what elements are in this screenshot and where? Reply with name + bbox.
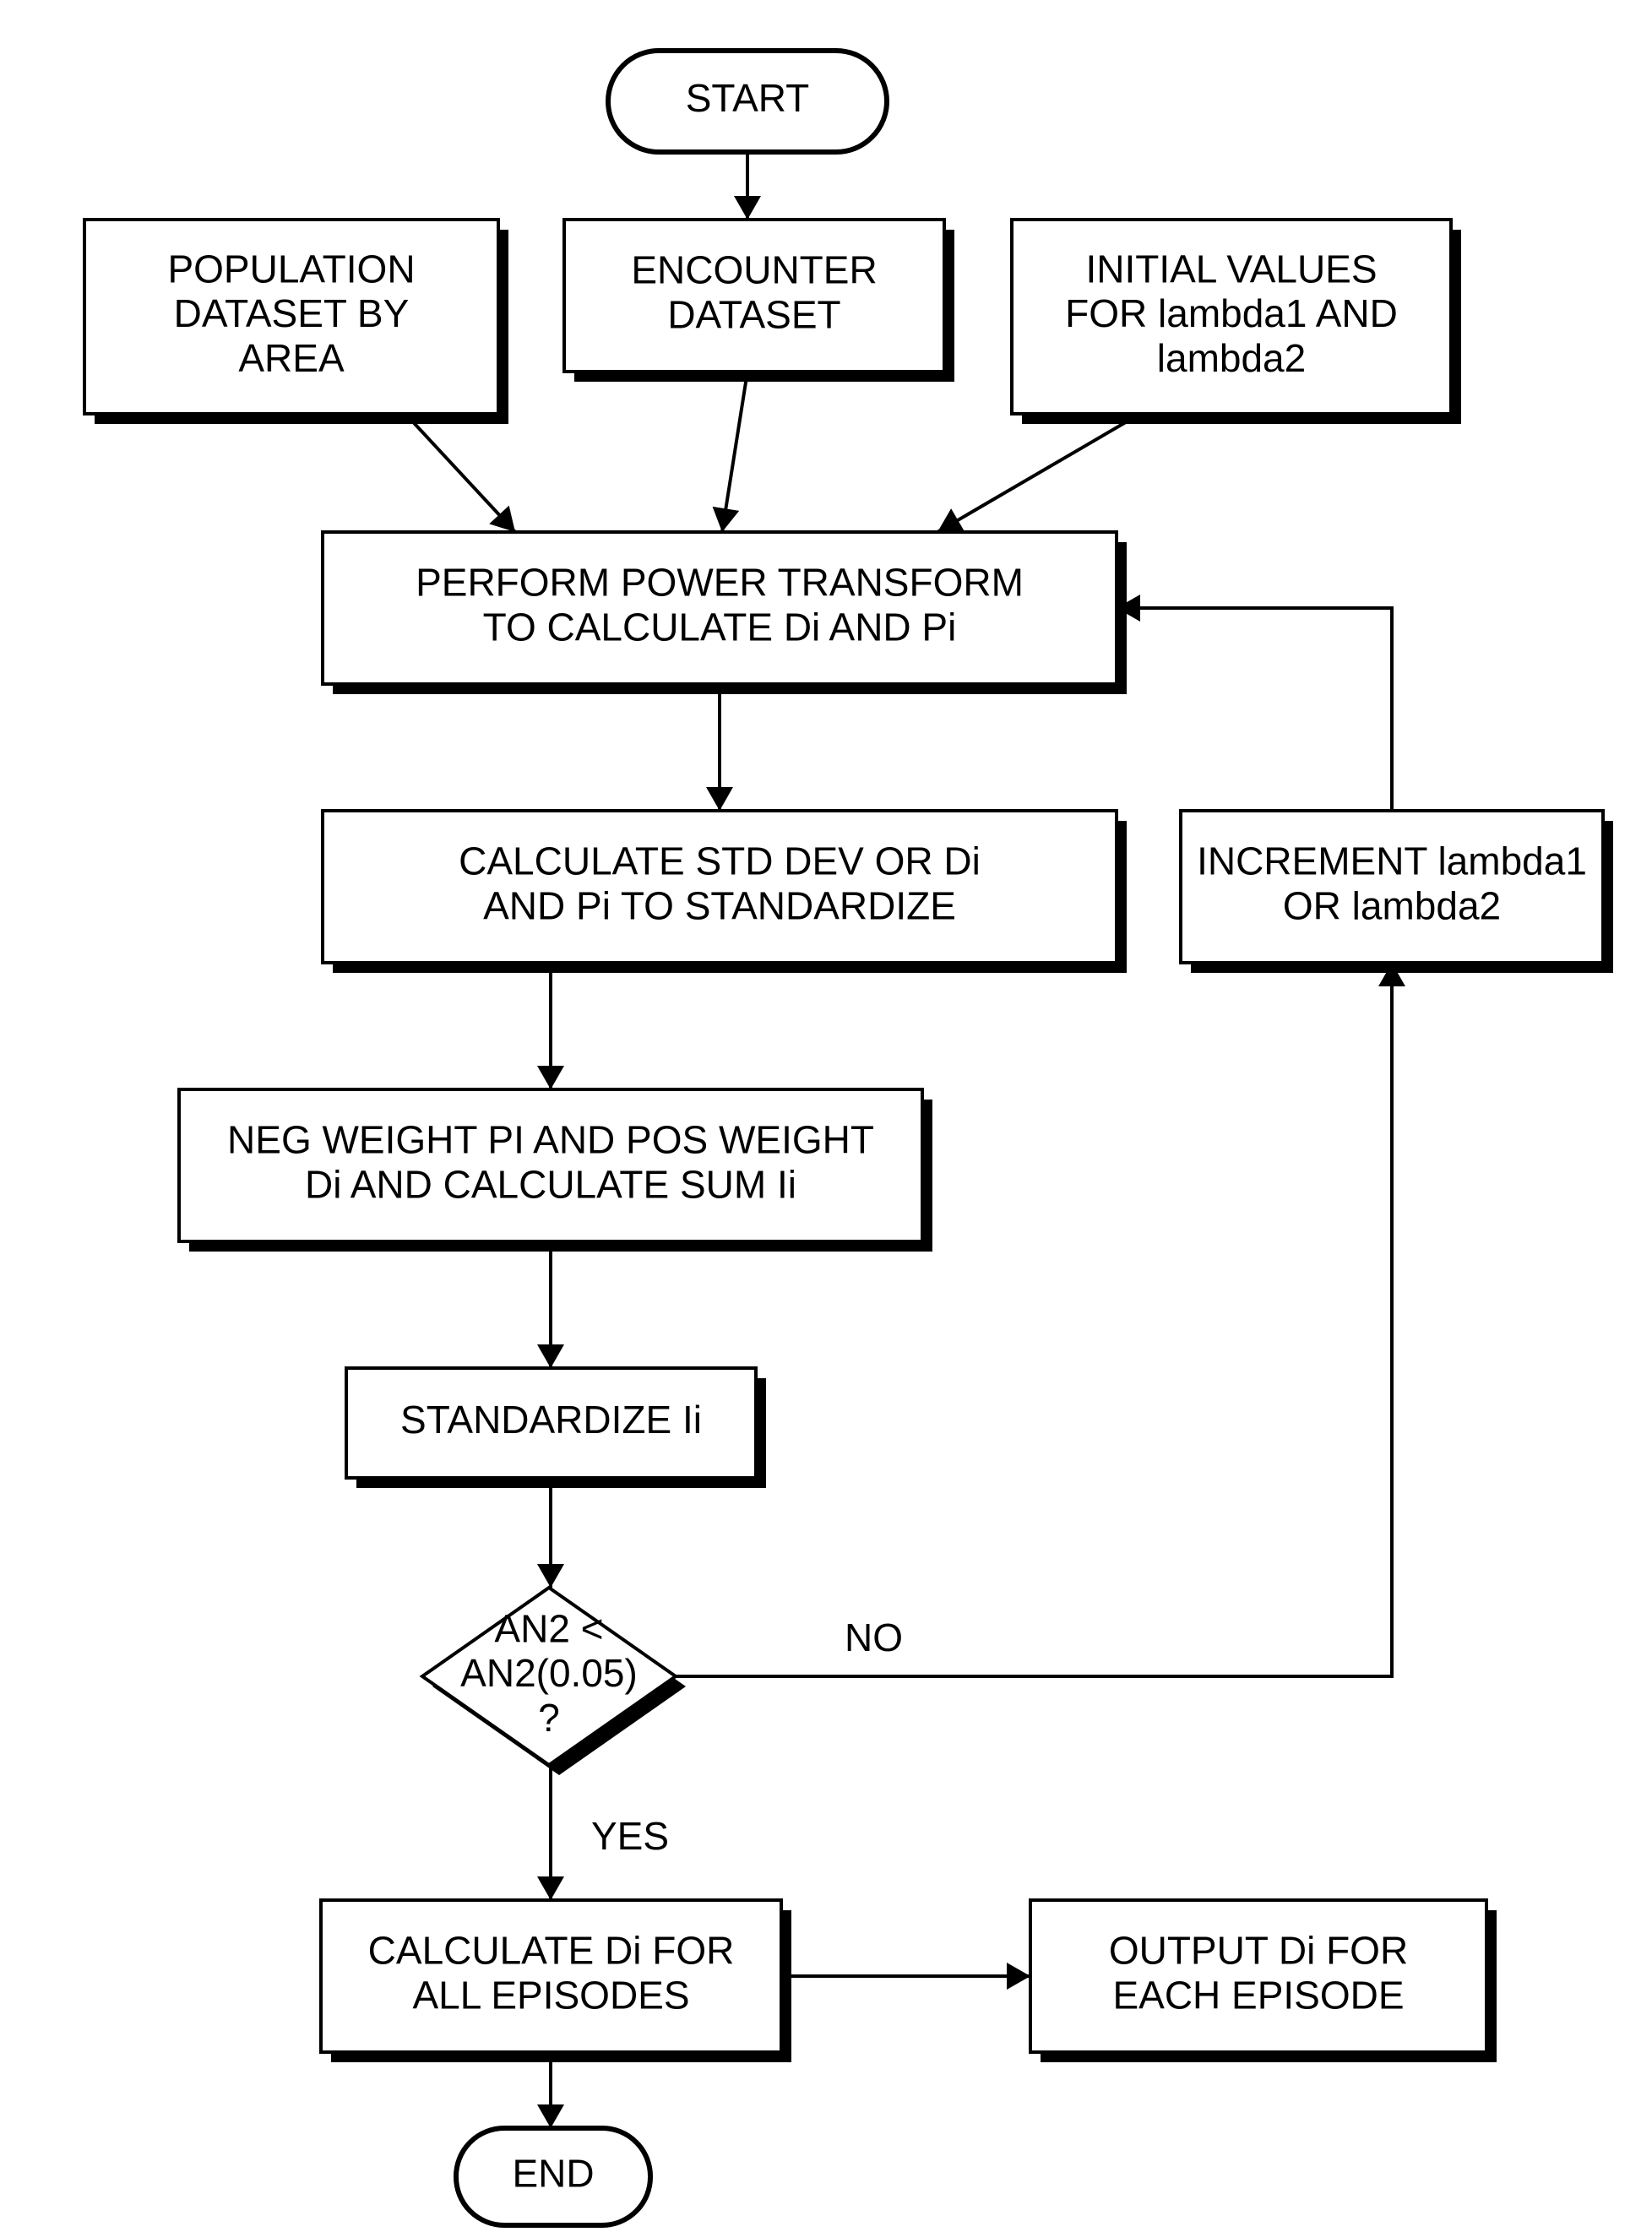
node-stddev: CALCULATE STD DEV OR DiAND Pi TO STANDAR…	[323, 811, 1127, 973]
node-text: START	[686, 76, 810, 120]
node-text: STANDARDIZE Ii	[400, 1398, 702, 1442]
edge-label: YES	[591, 1814, 669, 1858]
node-text: INCREMENT lambda1	[1197, 839, 1587, 883]
node-text: CALCULATE STD DEV OR Di	[459, 839, 981, 883]
node-decision: AN2 <AN2(0.05)?	[422, 1588, 686, 1775]
node-text: AN2(0.05)	[460, 1651, 638, 1695]
node-text: DATASET BY	[174, 291, 410, 335]
node-popdata: POPULATIONDATASET BYAREA	[84, 220, 508, 424]
node-text: ENCOUNTER	[631, 248, 877, 292]
node-calcdi: CALCULATE Di FORALL EPISODES	[321, 1900, 791, 2062]
node-end: END	[456, 2128, 650, 2225]
node-weight: NEG WEIGHT PI AND POS WEIGHTDi AND CALCU…	[179, 1089, 932, 1252]
node-text: POPULATION	[167, 247, 415, 291]
node-outputdi: OUTPUT Di FOREACH EPISODE	[1030, 1900, 1497, 2062]
node-text: FOR lambda1 AND	[1065, 291, 1398, 335]
node-encounter: ENCOUNTERDATASET	[564, 220, 954, 382]
node-text: CALCULATE Di FOR	[368, 1929, 735, 1973]
node-text: AREA	[238, 336, 345, 380]
node-text: OR lambda2	[1283, 884, 1501, 928]
edge-label: NO	[845, 1616, 903, 1659]
node-increment: INCREMENT lambda1OR lambda2	[1181, 811, 1613, 973]
node-start: START	[608, 51, 887, 152]
node-text: INITIAL VALUES	[1085, 247, 1377, 291]
node-text: ALL EPISODES	[412, 1974, 689, 2017]
node-transform: PERFORM POWER TRANSFORMTO CALCULATE Di A…	[323, 532, 1127, 694]
node-text: PERFORM POWER TRANSFORM	[416, 561, 1024, 605]
node-text: AN2 <	[494, 1606, 603, 1650]
node-text: DATASET	[667, 293, 840, 337]
node-standardize: STANDARDIZE Ii	[346, 1368, 766, 1488]
node-text: NEG WEIGHT PI AND POS WEIGHT	[227, 1118, 874, 1162]
node-text: lambda2	[1157, 336, 1306, 380]
node-text: TO CALCULATE Di AND Pi	[483, 606, 957, 649]
node-text: END	[512, 2152, 594, 2196]
node-text: Di AND CALCULATE SUM Ii	[305, 1163, 796, 1207]
node-text: EACH EPISODE	[1112, 1974, 1404, 2017]
node-initvals: INITIAL VALUESFOR lambda1 ANDlambda2	[1012, 220, 1461, 424]
node-text: ?	[538, 1696, 560, 1740]
node-text: OUTPUT Di FOR	[1109, 1929, 1408, 1973]
node-text: AND Pi TO STANDARDIZE	[483, 884, 956, 928]
